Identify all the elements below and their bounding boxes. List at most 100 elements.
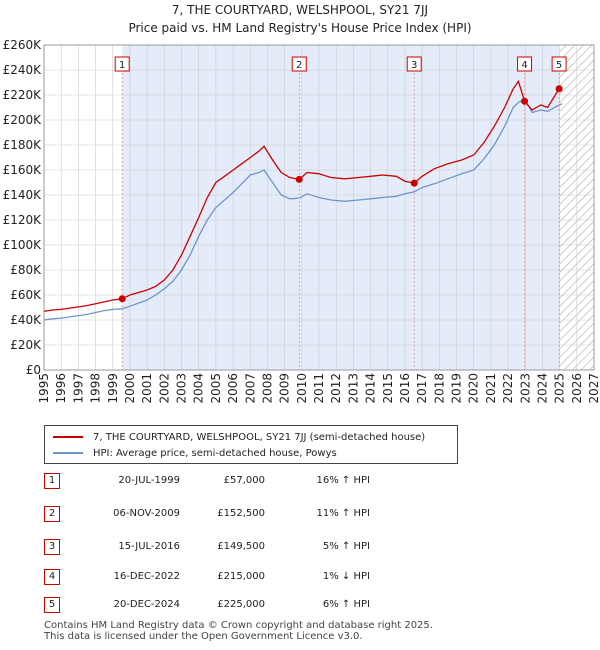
chart-title: 7, THE COURTYARD, WELSHPOOL, SY21 7JJ [171,3,429,17]
sale-number-badge: 1 [44,473,60,489]
sale-number-badge: 5 [44,597,60,613]
sale-hpi-diff: 16% ↑ HPI [316,475,370,486]
sale-hpi-diff: 11% ↑ HPI [316,508,370,519]
sale-price: £225,000 [217,599,265,610]
sale-number-badge: 2 [44,506,60,522]
legend-swatch-property [53,436,83,438]
y-tick-label: £0 [26,363,41,377]
sale-number-badge: 3 [44,539,60,555]
shaded-band [299,45,415,370]
y-tick-label: £20K [10,338,42,352]
x-tick-label: 1999 [106,373,120,404]
x-tick-label: 2008 [260,373,274,404]
x-tick-label: 2000 [123,373,137,404]
x-tick-label: 1997 [71,373,85,404]
sale-label: 1 [119,60,125,71]
sale-point [118,295,126,303]
sale-hpi-diff: 6% ↑ HPI [322,599,370,610]
x-tick-label: 1996 [54,373,68,404]
y-tick-label: £80K [10,263,42,277]
x-tick-label: 2019 [450,373,464,404]
x-tick-label: 2009 [278,373,292,404]
x-tick-label: 2027 [587,373,600,404]
sale-point [295,175,303,183]
x-tick-label: 2007 [243,373,257,404]
sale-hpi-diff: 5% ↑ HPI [322,541,370,552]
x-tick-label: 2017 [415,373,429,404]
x-tick-label: 2005 [209,373,223,404]
series-line-hpi [43,97,563,321]
x-tick-label: 1998 [89,373,103,404]
footer-copyright: Contains HM Land Registry data © Crown c… [44,620,433,631]
chart-subtitle: Price paid vs. HM Land Registry's House … [128,21,472,35]
x-tick-label: 2011 [312,373,326,404]
sale-label: 3 [411,60,417,71]
sale-date: 06-NOV-2009 [113,508,180,519]
x-tick-label: 2013 [346,373,360,404]
y-tick-label: £200K [3,113,43,127]
legend-label-hpi: HPI: Average price, semi-detached house,… [93,447,337,459]
legend-item-property: 7, THE COURTYARD, WELSHPOOL, SY21 7JJ (s… [53,429,425,445]
sale-point [410,179,418,187]
sale-row: 4 16-DEC-2022 £215,000 1% ↓ HPI [44,569,600,587]
sale-label-box [406,56,422,72]
sale-label-box [291,56,307,72]
sale-row: 3 15-JUL-2016 £149,500 5% ↑ HPI [44,539,600,557]
legend-swatch-hpi [53,452,83,454]
x-tick-label: 2002 [157,373,171,404]
shaded-band [414,45,525,370]
legend-item-hpi: HPI: Average price, semi-detached house,… [53,445,337,461]
x-tick-label: 2001 [140,373,154,404]
sale-date: 20-DEC-2024 [113,599,180,610]
sale-label-box [517,56,533,72]
y-tick-label: £160K [3,163,43,177]
x-tick-label: 2022 [501,373,515,404]
chart-legend: 7, THE COURTYARD, WELSHPOOL, SY21 7JJ (s… [44,425,458,464]
x-tick-label: 2023 [518,373,532,404]
sale-price: £215,000 [217,571,265,582]
sale-price: £57,000 [223,475,265,486]
plot-frame [43,44,595,371]
sale-price: £152,500 [217,508,265,519]
sale-row: 2 06-NOV-2009 £152,500 11% ↑ HPI [44,506,600,524]
x-tick-label: 2003 [175,373,189,404]
footer: Contains HM Land Registry data © Crown c… [44,620,433,642]
x-tick-label: 2018 [432,373,446,404]
sale-label: 5 [556,60,562,71]
x-tick-label: 2016 [398,373,412,404]
x-tick-label: 2026 [570,373,584,404]
sale-label: 2 [296,60,302,71]
y-tick-label: £140K [3,188,43,202]
sale-row: 1 20-JUL-1999 £57,000 16% ↑ HPI [44,473,600,491]
sale-date: 20-JUL-1999 [118,475,180,486]
y-tick-label: £100K [3,238,43,252]
y-tick-label: £60K [10,288,42,302]
y-tick-label: £120K [3,213,43,227]
x-tick-label: 2004 [192,373,206,404]
x-tick-label: 1995 [37,373,51,404]
y-tick-label: £220K [3,88,43,102]
y-tick-label: £180K [3,138,43,152]
x-tick-label: 2014 [364,373,378,404]
sale-price: £149,500 [217,541,265,552]
x-tick-label: 2021 [484,373,498,404]
footer-license: This data is licensed under the Open Gov… [44,631,363,642]
sale-point [555,85,563,93]
x-tick-label: 2010 [295,373,309,404]
x-tick-label: 2015 [381,373,395,404]
x-tick-label: 2025 [553,373,567,404]
x-tick-label: 2006 [226,373,240,404]
x-tick-label: 2020 [467,373,481,404]
sale-label: 4 [521,60,527,71]
shaded-band [524,45,560,370]
sale-point [521,97,529,105]
x-tick-label: 2024 [535,373,549,404]
sale-date: 15-JUL-2016 [118,541,180,552]
shaded-band [122,45,300,370]
sale-hpi-diff: 1% ↓ HPI [322,571,370,582]
sale-date: 16-DEC-2022 [113,571,180,582]
sale-row: 5 20-DEC-2024 £225,000 6% ↑ HPI [44,597,600,615]
sale-label-box [114,56,130,72]
price-chart: 1 2 3 4 5 £0 £20K £40K £60K £80K £100K £120K £140K £… [3,38,600,404]
legend-label-property: 7, THE COURTYARD, WELSHPOOL, SY21 7JJ (s… [93,431,426,443]
